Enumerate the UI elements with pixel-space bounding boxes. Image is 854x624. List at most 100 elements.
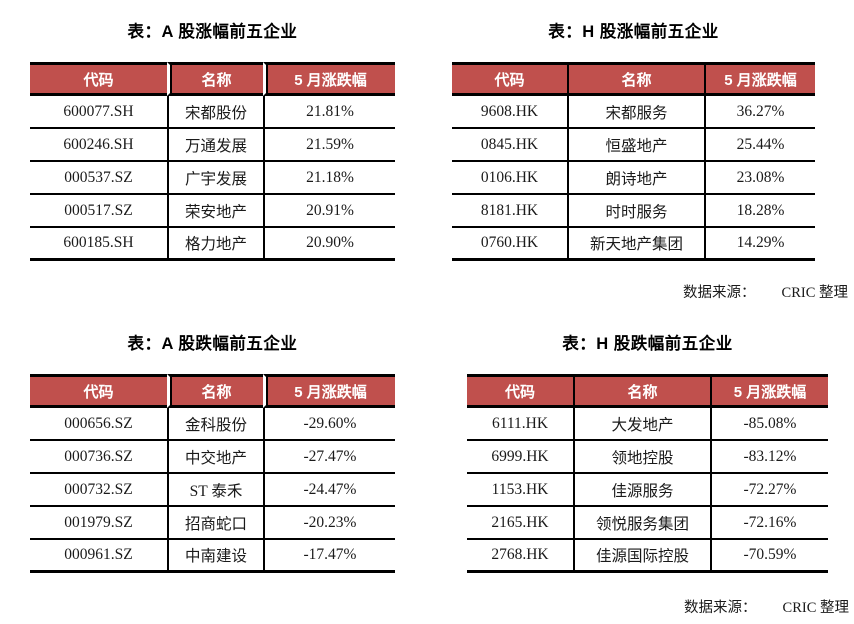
- a-share-gainers-table: 代码 名称 5 月涨跌幅 600077.SH 宋都股份 21.81% 60024…: [30, 62, 395, 261]
- col-header-name: 名称: [573, 374, 710, 408]
- cell-name: 广宇发展: [167, 162, 263, 195]
- cell-change: 14.29%: [704, 228, 815, 261]
- h-share-gainers-table: 代码 名称 5 月涨跌幅 9608.HK 宋都服务 36.27% 0845.HK…: [452, 62, 815, 261]
- cell-name: 中交地产: [167, 441, 263, 474]
- cell-code: 600246.SH: [30, 129, 167, 162]
- cell-change: 21.81%: [263, 96, 395, 129]
- a-share-losers-table: 代码 名称 5 月涨跌幅 000656.SZ 金科股份 -29.60% 0007…: [30, 374, 395, 573]
- cell-code: 600077.SH: [30, 96, 167, 129]
- table-title-h-losers: 表：H 股跌幅前五企业: [562, 335, 733, 353]
- cell-code: 0760.HK: [452, 228, 567, 261]
- cell-code: 000961.SZ: [30, 540, 167, 573]
- cell-name: 恒盛地产: [567, 129, 704, 162]
- cell-change: 23.08%: [704, 162, 815, 195]
- cell-name: 大发地产: [573, 408, 710, 441]
- col-header-change: 5 月涨跌幅: [710, 374, 828, 408]
- cell-change: -70.59%: [710, 540, 828, 573]
- cell-name: 招商蛇口: [167, 507, 263, 540]
- col-header-code: 代码: [30, 374, 167, 408]
- source-note-top: 数据来源： CRIC 整理: [683, 281, 848, 302]
- cell-code: 000732.SZ: [30, 474, 167, 507]
- cell-code: 0845.HK: [452, 129, 567, 162]
- cell-change: 36.27%: [704, 96, 815, 129]
- h-share-losers-table: 代码 名称 5 月涨跌幅 6111.HK 大发地产 -85.08% 6999.H…: [467, 374, 828, 573]
- cell-code: 000736.SZ: [30, 441, 167, 474]
- table-row: 2768.HK 佳源国际控股 -70.59%: [467, 540, 828, 573]
- cell-name: 宋都股份: [167, 96, 263, 129]
- cell-change: -72.16%: [710, 507, 828, 540]
- cell-code: 2768.HK: [467, 540, 573, 573]
- cell-change: -72.27%: [710, 474, 828, 507]
- cell-name: 朗诗地产: [567, 162, 704, 195]
- col-header-change: 5 月涨跌幅: [263, 62, 395, 96]
- col-header-name: 名称: [167, 374, 263, 408]
- table-header-row: 代码 名称 5 月涨跌幅: [452, 62, 815, 96]
- cell-change: 20.90%: [263, 228, 395, 261]
- cell-change: -83.12%: [710, 441, 828, 474]
- col-header-code: 代码: [30, 62, 167, 96]
- cell-name: 佳源服务: [573, 474, 710, 507]
- table-row: 6999.HK 领地控股 -83.12%: [467, 441, 828, 474]
- cell-name: 佳源国际控股: [573, 540, 710, 573]
- table-row: 600185.SH 格力地产 20.90%: [30, 228, 395, 261]
- table-row: 8181.HK 时时服务 18.28%: [452, 195, 815, 228]
- table-row: 0760.HK 新天地产集团 14.29%: [452, 228, 815, 261]
- table-row: 000517.SZ 荣安地产 20.91%: [30, 195, 395, 228]
- table-row: 1153.HK 佳源服务 -72.27%: [467, 474, 828, 507]
- source-value: CRIC 整理: [782, 600, 849, 616]
- cell-name: 时时服务: [567, 195, 704, 228]
- table-row: 0106.HK 朗诗地产 23.08%: [452, 162, 815, 195]
- table-row: 2165.HK 领悦服务集团 -72.16%: [467, 507, 828, 540]
- col-header-change: 5 月涨跌幅: [263, 374, 395, 408]
- table-row: 001979.SZ 招商蛇口 -20.23%: [30, 507, 395, 540]
- cell-change: 25.44%: [704, 129, 815, 162]
- table-row: 000537.SZ 广宇发展 21.18%: [30, 162, 395, 195]
- cell-code: 8181.HK: [452, 195, 567, 228]
- table-header-row: 代码 名称 5 月涨跌幅: [467, 374, 828, 408]
- cell-code: 000537.SZ: [30, 162, 167, 195]
- cell-name: 荣安地产: [167, 195, 263, 228]
- table-row: 000961.SZ 中南建设 -17.47%: [30, 540, 395, 573]
- source-value: CRIC 整理: [781, 285, 848, 301]
- a-share-gainers-block: 表：A 股涨幅前五企业 代码 名称 5 月涨跌幅 600077.SH 宋都股份 …: [30, 14, 395, 261]
- table-row: 0845.HK 恒盛地产 25.44%: [452, 129, 815, 162]
- cell-code: 000517.SZ: [30, 195, 167, 228]
- col-header-code: 代码: [452, 62, 567, 96]
- table-row: 000656.SZ 金科股份 -29.60%: [30, 408, 395, 441]
- col-header-name: 名称: [167, 62, 263, 96]
- table-title-h-gainers: 表：H 股涨幅前五企业: [548, 23, 719, 41]
- table-row: 6111.HK 大发地产 -85.08%: [467, 408, 828, 441]
- cell-change: -17.47%: [263, 540, 395, 573]
- table-row: 9608.HK 宋都服务 36.27%: [452, 96, 815, 129]
- cell-name: 新天地产集团: [567, 228, 704, 261]
- cell-code: 000656.SZ: [30, 408, 167, 441]
- cell-code: 6111.HK: [467, 408, 573, 441]
- h-share-losers-block: 表：H 股跌幅前五企业 代码 名称 5 月涨跌幅 6111.HK 大发地产 -8…: [467, 326, 828, 573]
- table-header-row: 代码 名称 5 月涨跌幅: [30, 374, 395, 408]
- source-label: 数据来源：: [684, 600, 757, 616]
- cell-name: 金科股份: [167, 408, 263, 441]
- h-share-gainers-block: 表：H 股涨幅前五企业 代码 名称 5 月涨跌幅 9608.HK 宋都服务 36…: [452, 14, 815, 261]
- cell-name: 万通发展: [167, 129, 263, 162]
- table-row: 000736.SZ 中交地产 -27.47%: [30, 441, 395, 474]
- cell-code: 1153.HK: [467, 474, 573, 507]
- cell-code: 600185.SH: [30, 228, 167, 261]
- table-title-a-losers: 表：A 股跌幅前五企业: [127, 335, 298, 353]
- cell-code: 6999.HK: [467, 441, 573, 474]
- table-header-row: 代码 名称 5 月涨跌幅: [30, 62, 395, 96]
- cell-change: -24.47%: [263, 474, 395, 507]
- cell-change: -27.47%: [263, 441, 395, 474]
- col-header-name: 名称: [567, 62, 704, 96]
- cell-code: 001979.SZ: [30, 507, 167, 540]
- cell-code: 9608.HK: [452, 96, 567, 129]
- cell-name: 格力地产: [167, 228, 263, 261]
- col-header-change: 5 月涨跌幅: [704, 62, 815, 96]
- cell-name: 领悦服务集团: [573, 507, 710, 540]
- table-title-a-gainers: 表：A 股涨幅前五企业: [127, 23, 298, 41]
- cell-change: 21.18%: [263, 162, 395, 195]
- cell-change: -85.08%: [710, 408, 828, 441]
- source-note-bottom: 数据来源： CRIC 整理: [684, 596, 849, 617]
- cell-change: -29.60%: [263, 408, 395, 441]
- cell-change: 21.59%: [263, 129, 395, 162]
